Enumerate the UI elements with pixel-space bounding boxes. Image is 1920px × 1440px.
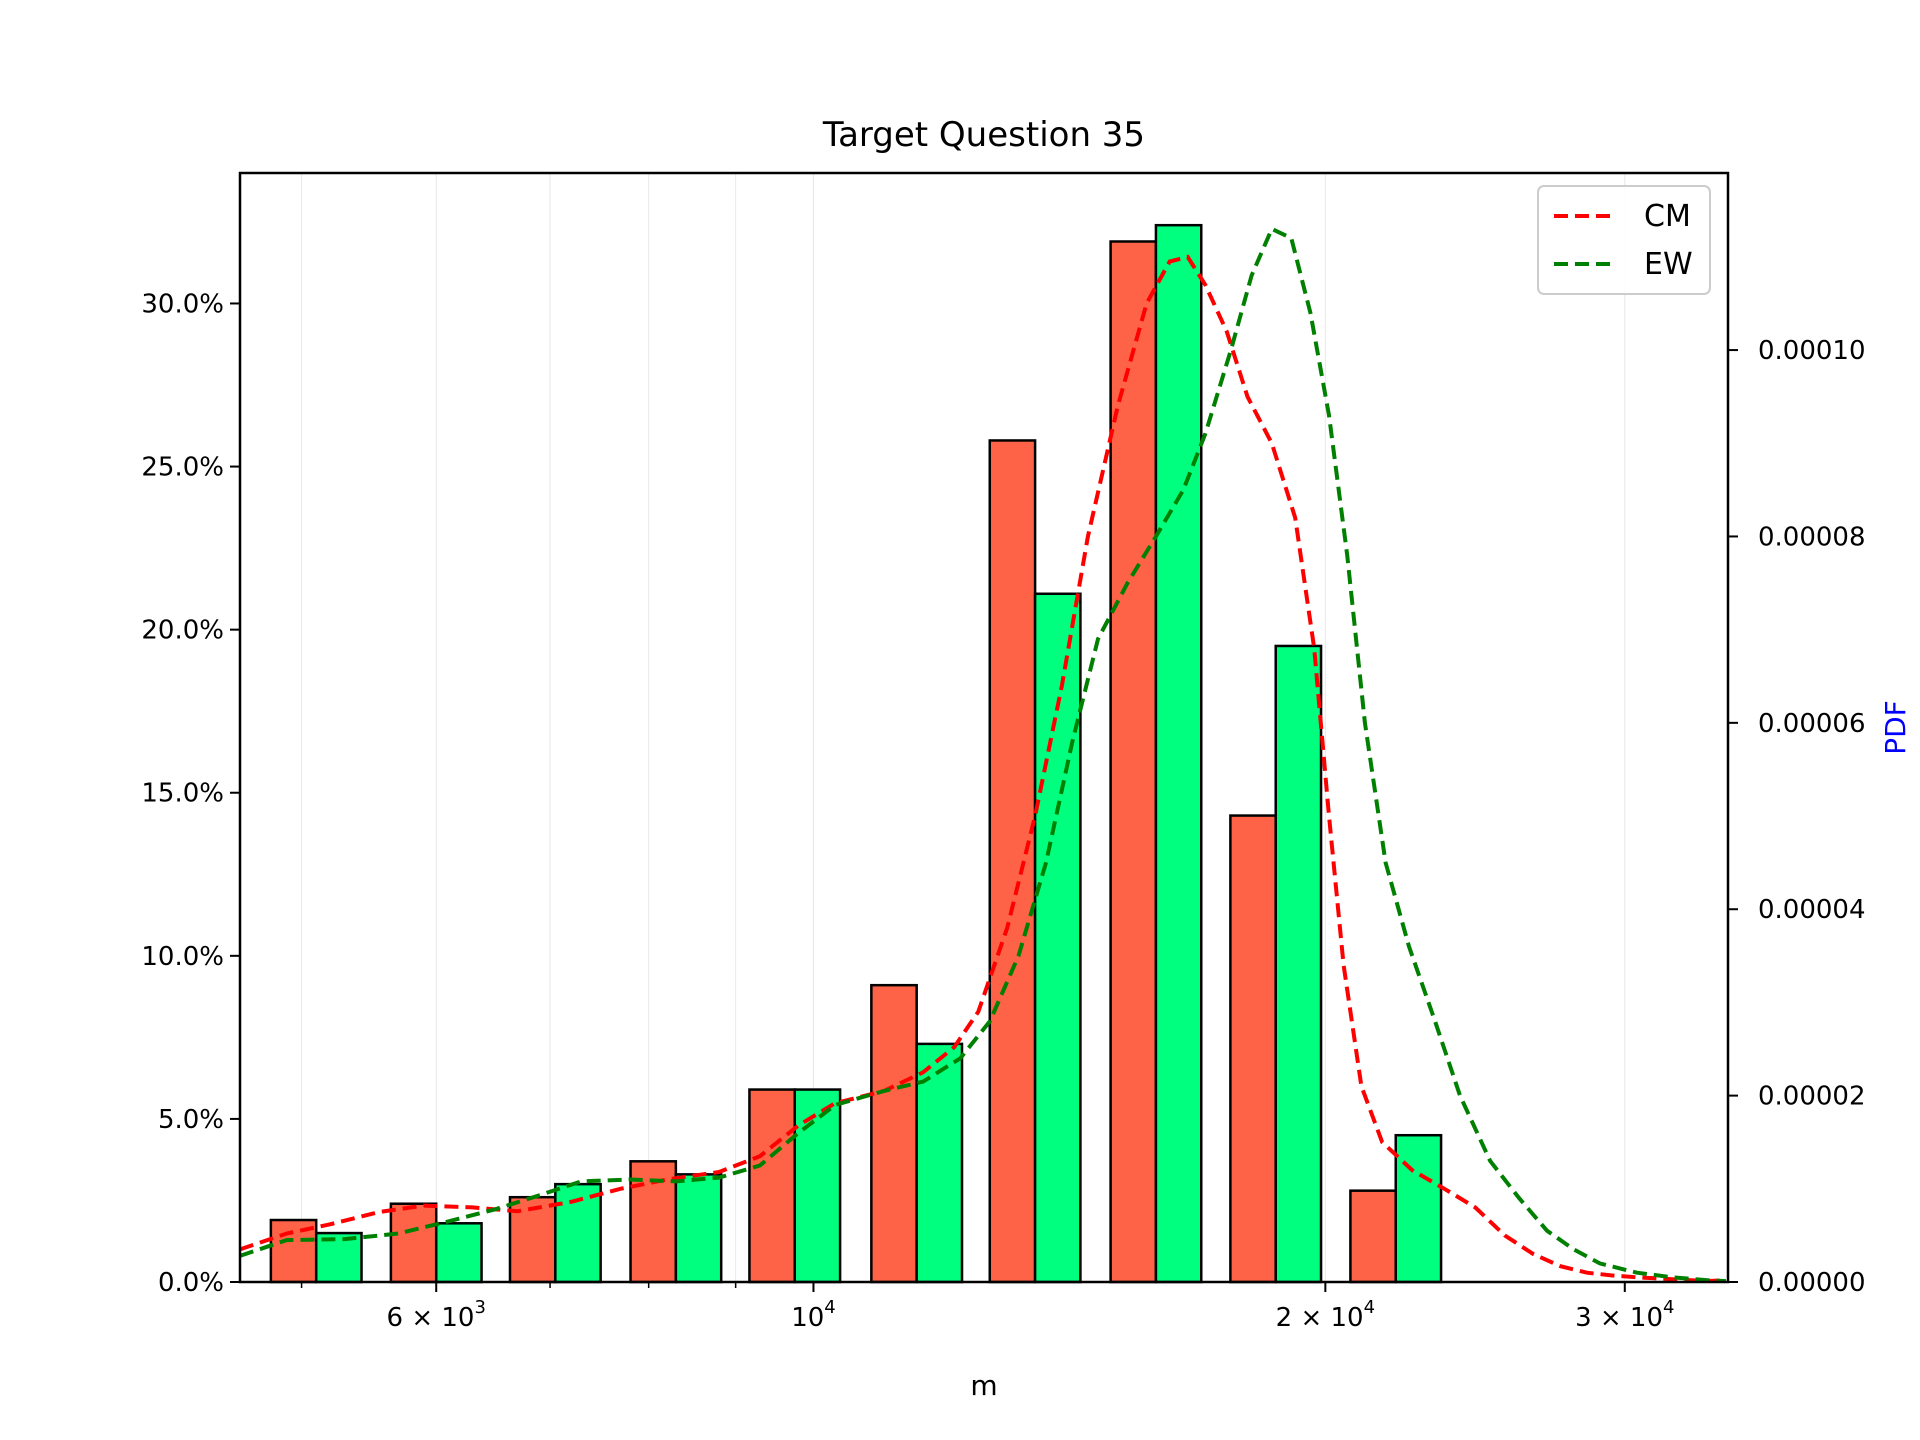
y-tick-label: 30.0%	[141, 289, 224, 319]
pdf-curves-layer	[239, 226, 1727, 1284]
bar-ew	[1154, 223, 1203, 1284]
y2-tick-label: 0.00010	[1758, 336, 1866, 366]
y2-tick-label: 0.00000	[1758, 1268, 1866, 1298]
y-tick-label: 20.0%	[141, 616, 224, 646]
plot-frame	[238, 171, 1730, 1284]
y-tick-label: 15.0%	[141, 779, 224, 809]
chart-title: Target Question 35	[822, 115, 1145, 155]
y-tick-label: 10.0%	[141, 942, 224, 972]
bars-layer	[269, 223, 1443, 1284]
bar-cm	[389, 1202, 438, 1284]
y-tick-label: 25.0%	[141, 453, 224, 483]
bar-ew	[915, 1042, 964, 1284]
bar-cm	[748, 1088, 797, 1284]
x-tick-label: 104	[791, 1297, 836, 1333]
y2-tick-label: 0.00008	[1758, 522, 1866, 552]
bar-cm	[1229, 814, 1277, 1284]
grid-layer	[301, 173, 1626, 1282]
y-tick-label: 0.0%	[158, 1268, 224, 1298]
bar-ew	[434, 1222, 483, 1284]
bar-cm	[988, 439, 1037, 1284]
x-tick-label: 2 × 104	[1276, 1297, 1375, 1333]
bar-cm	[1109, 240, 1158, 1284]
bar-ew	[1274, 644, 1323, 1284]
y2-tick-label: 0.00002	[1758, 1082, 1866, 1112]
y2-axis-label: PDF	[1879, 700, 1912, 755]
bar-ew	[1394, 1133, 1443, 1284]
bar-cm	[1349, 1189, 1397, 1284]
y-tick-label: 5.0%	[158, 1105, 224, 1135]
legend: CM EW	[1537, 185, 1711, 295]
legend-label-ew: EW	[1644, 247, 1693, 282]
pdf-curve-ew	[239, 226, 1727, 1284]
x-tick-label: 6 × 103	[387, 1297, 486, 1333]
x-tick-label: 3 × 104	[1575, 1297, 1674, 1333]
y2-tick-label: 0.00006	[1758, 709, 1866, 739]
y2-tick-label: 0.00004	[1758, 895, 1866, 925]
x-axis-label: m	[970, 1369, 997, 1402]
legend-box	[1537, 185, 1711, 295]
legend-label-cm: CM	[1644, 199, 1691, 234]
bar-cm	[870, 983, 918, 1284]
pdf-curve-cm	[239, 254, 1727, 1284]
bar-ew	[674, 1173, 723, 1284]
bar-ew	[793, 1088, 842, 1284]
axes-layer: 0.0% 5.0% 10.0% 15.0% 20.0% 25.0% 30.0% 0.00000…	[141, 289, 1865, 1333]
